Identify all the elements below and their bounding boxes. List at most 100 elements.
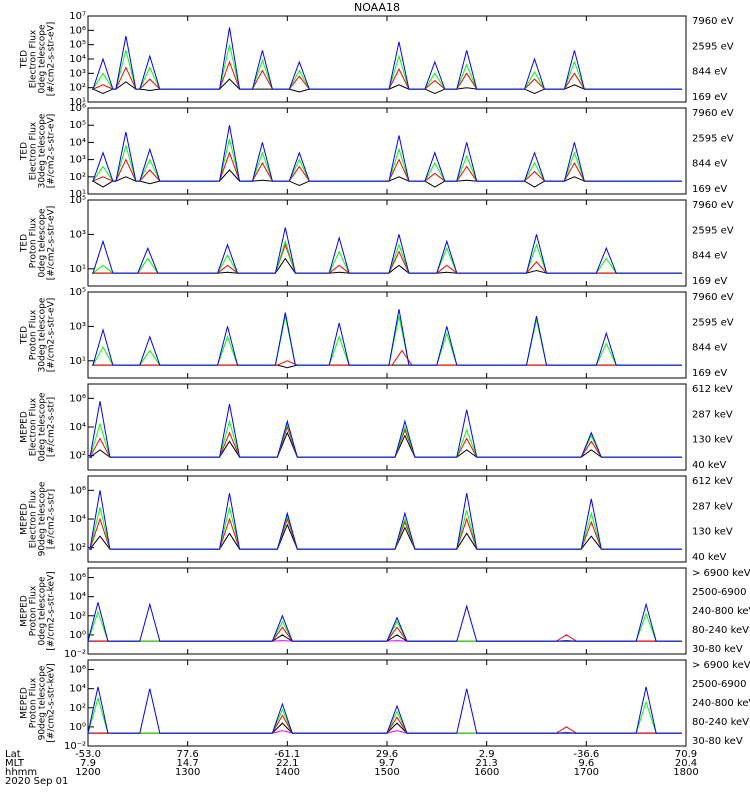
- legend-entry: 7960 eV: [692, 108, 734, 119]
- legend-entry: 844 eV: [692, 159, 727, 170]
- y-tick-label: 10²: [69, 611, 86, 622]
- panel-1: 10¹ 10² 10³ 10⁴ 10⁵ 10⁶ 10⁷ TEDElectron Flux0de…: [20, 11, 734, 108]
- y-axis-label-line: MEPED: [20, 595, 30, 627]
- y-axis-label: TEDProton Flux30deg telescope[#/cm2-s-st…: [20, 297, 57, 372]
- y-tick-label: 10⁰: [69, 630, 86, 641]
- legend-entry: 40 keV: [692, 460, 726, 471]
- y-tick-label: 10¹: [69, 97, 86, 108]
- legend-entry: 130 keV: [692, 435, 733, 446]
- legend-entry: 240-800 keV: [692, 698, 750, 709]
- footer-hhmm-value: 1300: [175, 767, 200, 778]
- legend-entry: 240-800 keV: [692, 606, 750, 617]
- y-tick-label: 10²: [69, 703, 86, 714]
- panel-5: 10² 10⁴ 10⁶ MEPEDElectron Flux0deg telescop…: [20, 383, 733, 471]
- footer-lat-value: -53.0: [75, 749, 101, 760]
- legend-entry: 2500-6900: [692, 679, 747, 690]
- series-line: [87, 602, 682, 642]
- series-line: [89, 401, 682, 458]
- footer-mlt-value: 20.4: [675, 758, 697, 769]
- y-tick-label: 10⁵: [69, 40, 86, 51]
- y-axis-label-line: Proton Flux: [29, 309, 39, 360]
- y-axis-label-line: TED: [20, 234, 30, 253]
- legend-entry: 169 eV: [692, 184, 727, 195]
- y-axis-label-line: 90deg telescope: [38, 481, 48, 556]
- y-axis-label-line: [#/cm2-s-str]: [47, 489, 57, 549]
- y-axis-label-line: Electron Flux: [29, 489, 39, 548]
- y-tick-label: 10⁶: [69, 25, 86, 36]
- series-line: [87, 696, 682, 734]
- legend-entry: 287 keV: [692, 501, 733, 512]
- y-axis-label-line: Electron Flux: [29, 29, 39, 88]
- y-axis-label-line: MEPED: [20, 503, 30, 535]
- y-tick-label: 10⁷: [69, 11, 86, 22]
- series-line: [87, 610, 682, 642]
- y-axis-label-line: MEPED: [20, 411, 30, 443]
- y-axis-label-line: 30deg telescope: [38, 113, 48, 188]
- legend-entry: 40 keV: [692, 552, 726, 563]
- legend-entry: 130 keV: [692, 527, 733, 538]
- footer-mlt-value: 7.9: [80, 758, 96, 769]
- y-axis-label-line: [#/cm2-s-str-keV]: [47, 663, 57, 742]
- series-line: [92, 125, 682, 182]
- footer-mlt-value: 22.1: [276, 758, 298, 769]
- y-axis-label-line: TED: [20, 326, 30, 345]
- y-tick-label: 10⁶: [69, 103, 86, 114]
- y-tick-label: 10⁴: [69, 422, 86, 433]
- y-tick-label: 10⁻²: [64, 741, 86, 752]
- legend-entry: 7960 eV: [692, 16, 734, 27]
- legend-entry: 2595 eV: [692, 133, 734, 144]
- footer-mlt-value: 21.3: [476, 758, 498, 769]
- legend-entry: 2595 eV: [692, 317, 734, 328]
- footer-hhmm-value: 1200: [75, 767, 100, 778]
- y-tick-label: 10⁶: [69, 485, 86, 496]
- y-axis-label-line: [#/cm2-s-str-eV]: [47, 114, 57, 189]
- y-axis-label: TEDProton Flux0deg telescope[#/cm2-s-str…: [20, 206, 57, 281]
- footer-lat-value: 77.6: [177, 749, 199, 760]
- series-line: [92, 138, 682, 182]
- legend-entry: 30-80 keV: [692, 644, 743, 655]
- y-tick-label: 10⁴: [69, 54, 86, 65]
- y-tick-label: 10¹: [69, 264, 86, 275]
- y-tick-label: 10¹: [69, 356, 86, 367]
- y-axis-label-line: [#/cm2-s-str-eV]: [47, 22, 57, 97]
- y-axis-label-line: Proton Flux: [29, 677, 39, 728]
- series-line: [92, 44, 682, 90]
- legend-entry: 2500-6900: [692, 587, 747, 598]
- legend-entry: > 6900 keV: [692, 660, 750, 671]
- legend-entry: 169 eV: [692, 368, 727, 379]
- footer-hhmm-value: 1400: [275, 767, 300, 778]
- y-axis-label-line: Electron Flux: [29, 397, 39, 456]
- series-line: [92, 257, 682, 274]
- series-line: [92, 78, 682, 94]
- footer-lat-value: 29.6: [376, 749, 398, 760]
- y-axis-label-line: [#/cm2-s-str-eV]: [47, 206, 57, 281]
- series-line: [92, 239, 682, 274]
- y-axis-label-line: TED: [20, 50, 30, 69]
- y-tick-label: 10⁴: [69, 514, 86, 525]
- y-tick-label: 10¹: [69, 189, 86, 200]
- panel-3: 10¹ 10³ 10⁵ TEDProton Flux0deg telescope[#/…: [20, 195, 734, 287]
- y-axis-label-line: 0deg telescope: [38, 576, 48, 646]
- y-tick-label: 10⁰: [69, 722, 86, 733]
- footer-mlt-value: 9.7: [379, 758, 395, 769]
- panel-8: 10⁻² 10⁰ 10² 10⁴ 10⁶ MEPEDProton Flux90deg te…: [20, 659, 750, 752]
- y-axis-label: MEPEDElectron Flux90deg telescope[#/cm2-…: [20, 481, 57, 556]
- legend-entry: 844 eV: [692, 343, 727, 354]
- y-tick-label: 10³: [69, 229, 86, 240]
- legend-entry: 80-240 keV: [692, 717, 749, 728]
- legend-entry: 7960 eV: [692, 200, 734, 211]
- y-axis-label: MEPEDProton Flux90deg telescope[#/cm2-s-…: [20, 663, 57, 742]
- series-line: [89, 517, 682, 550]
- footer-lat-value: -61.1: [274, 749, 300, 760]
- y-tick-label: 10³: [69, 155, 86, 166]
- y-tick-label: 10⁻²: [64, 649, 86, 660]
- y-tick-label: 10⁵: [69, 287, 86, 298]
- legend-entry: 2595 eV: [692, 225, 734, 236]
- footer-lat-value: 70.9: [675, 749, 697, 760]
- footer-mlt-value: 9.6: [578, 758, 594, 769]
- y-axis-label-line: Proton Flux: [29, 585, 39, 636]
- footer-date: 2020 Sep 01: [5, 776, 68, 787]
- panel-2: 10¹ 10² 10³ 10⁴ 10⁵ 10⁶ TEDElectron Flux30deg …: [20, 103, 734, 200]
